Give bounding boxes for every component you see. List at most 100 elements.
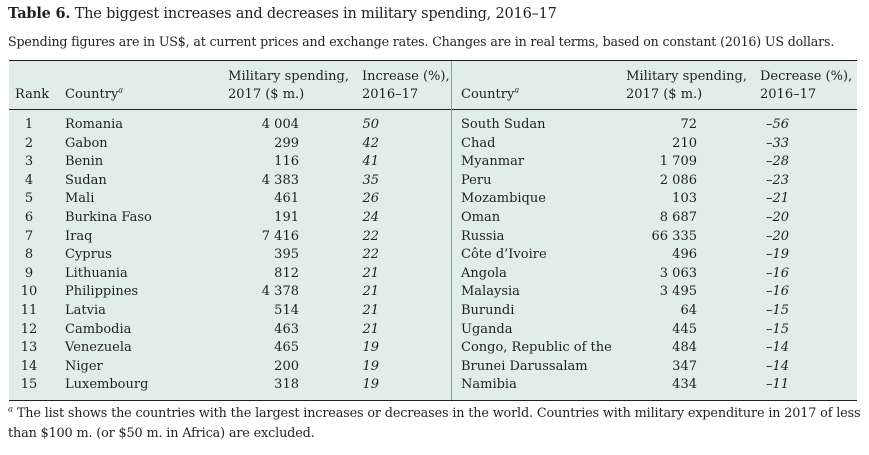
table-label: Table 6.	[8, 5, 71, 22]
spending-table: Rank Countrya Military spending, 2017 ($…	[9, 60, 857, 401]
increase-country-cell: Lithuania	[65, 265, 128, 281]
increase-percent-cell: 26	[362, 191, 379, 207]
increase-spending-cell: 4 004	[261, 117, 299, 132]
increase-percent-cell: 19	[362, 358, 379, 374]
rank-cell: 13	[20, 340, 38, 356]
header-country-decrease: Countrya	[461, 86, 519, 104]
increase-spending-cell: 299	[274, 135, 299, 151]
decrease-spending-cell: 1 709	[659, 154, 697, 170]
table-title: Table 6. The biggest increases and decre…	[8, 5, 557, 22]
increase-country-cell: Gabon	[65, 135, 108, 151]
rank-cell: 15	[20, 377, 38, 393]
increase-spending-cell: 465	[274, 340, 299, 356]
decrease-country-cell: South Sudan	[461, 117, 546, 132]
increase-spending-cell: 514	[274, 303, 299, 318]
rank-cell: 3	[24, 154, 34, 170]
increase-country-cell: Burkina Faso	[65, 210, 152, 225]
header-spending-line1: Military spending,	[626, 69, 747, 84]
increase-spending-cell: 395	[274, 247, 299, 263]
decrease-spending-cell: 8 687	[659, 210, 697, 225]
decrease-percent-cell: –15	[765, 303, 789, 318]
decrease-country-cell: Côte d’Ivoire	[461, 247, 547, 263]
header-spending-line1: Military spending,	[228, 69, 349, 84]
decrease-spending-cell: 434	[672, 377, 697, 393]
header-country-label: Country	[65, 87, 119, 102]
header-spending-line2: 2017 ($ m.)	[626, 87, 703, 102]
decrease-country-cell: Uganda	[461, 321, 513, 337]
decrease-percent-cell: –16	[765, 284, 789, 300]
increase-country-cell: Luxembourg	[65, 377, 149, 393]
increase-spending-cell: 191	[274, 210, 299, 225]
decrease-country-cell: Brunei Darussalam	[461, 358, 588, 374]
decrease-spending-cell: 445	[672, 321, 697, 337]
decrease-country-cell: Myanmar	[461, 154, 525, 170]
decrease-country-cell: Peru	[461, 172, 492, 188]
increase-country-cell: Benin	[65, 154, 104, 170]
decrease-percent-cell: –14	[765, 340, 789, 356]
decrease-spending-cell: 3 063	[659, 265, 697, 281]
increase-spending-cell: 4 378	[261, 284, 299, 300]
increase-percent-cell: 35	[362, 172, 379, 188]
rank-cell: 11	[20, 303, 38, 318]
increase-percent-cell: 24	[362, 210, 379, 225]
decrease-spending-cell: 66 335	[651, 228, 698, 244]
decrease-spending-cell: 72	[680, 117, 697, 132]
increase-spending-cell: 4 383	[261, 172, 299, 188]
table-title-text: The biggest increases and decreases in m…	[74, 6, 557, 22]
increase-country-cell: Cambodia	[65, 321, 132, 337]
decrease-percent-cell: –15	[765, 321, 789, 337]
decrease-spending-cell: 496	[672, 247, 697, 263]
table-subtitle: Spending figures are in US$, at current …	[8, 34, 835, 49]
decrease-percent-cell: –23	[765, 172, 789, 188]
rank-cell: 9	[24, 265, 34, 281]
rank-cell: 4	[24, 172, 34, 188]
increase-spending-cell: 463	[274, 321, 299, 337]
decrease-spending-cell: 347	[672, 358, 697, 374]
increase-percent-cell: 21	[362, 284, 379, 300]
decrease-spending-cell: 103	[672, 191, 697, 207]
column-divider	[451, 61, 452, 400]
header-rule	[9, 109, 857, 110]
increase-percent-cell: 50	[362, 117, 379, 132]
rank-cell: 1	[24, 117, 34, 132]
decrease-spending-cell: 3 495	[659, 284, 697, 300]
header-increase-line1: Increase (%),	[362, 69, 450, 84]
increase-percent-cell: 42	[362, 135, 379, 151]
decrease-percent-cell: –28	[765, 154, 789, 170]
header-decrease-line2: 2016–17	[760, 87, 817, 102]
increase-country-cell: Latvia	[65, 303, 106, 318]
rank-cell: 5	[24, 191, 34, 207]
decrease-percent-cell: –56	[765, 117, 789, 132]
decrease-country-cell: Malaysia	[461, 284, 520, 300]
increase-country-cell: Iraq	[65, 228, 93, 244]
increase-spending-cell: 7 416	[261, 228, 299, 244]
header-spending-line2: 2017 ($ m.)	[228, 87, 305, 102]
rank-cell: 14	[20, 358, 38, 374]
increase-country-cell: Sudan	[65, 172, 107, 188]
footnote-marker: a	[514, 85, 520, 95]
rank-cell: 6	[24, 210, 34, 225]
rank-cell: 12	[20, 321, 38, 337]
header-increase-line2: 2016–17	[362, 87, 419, 102]
header-rank: Rank	[15, 87, 50, 102]
increase-percent-cell: 19	[362, 340, 379, 356]
increase-spending-cell: 116	[274, 154, 299, 170]
decrease-percent-cell: –20	[765, 228, 789, 244]
increase-percent-cell: 22	[362, 247, 379, 263]
decrease-percent-cell: –16	[765, 265, 789, 281]
increase-percent-cell: 21	[362, 265, 379, 281]
decrease-country-cell: Chad	[461, 135, 496, 151]
decrease-percent-cell: –33	[765, 135, 789, 151]
header-country-increase: Countrya	[65, 86, 123, 104]
increase-percent-cell: 21	[362, 321, 379, 337]
increase-spending-cell: 200	[274, 358, 299, 374]
decrease-spending-cell: 64	[680, 303, 697, 318]
decrease-country-cell: Angola	[461, 265, 507, 281]
rank-cell: 8	[24, 247, 34, 263]
decrease-country-cell: Burundi	[461, 303, 515, 318]
increase-percent-cell: 21	[362, 303, 379, 318]
decrease-percent-cell: –21	[765, 191, 789, 207]
decrease-percent-cell: –11	[765, 377, 789, 393]
header-country-label: Country	[461, 87, 515, 102]
increase-country-cell: Niger	[65, 358, 103, 374]
